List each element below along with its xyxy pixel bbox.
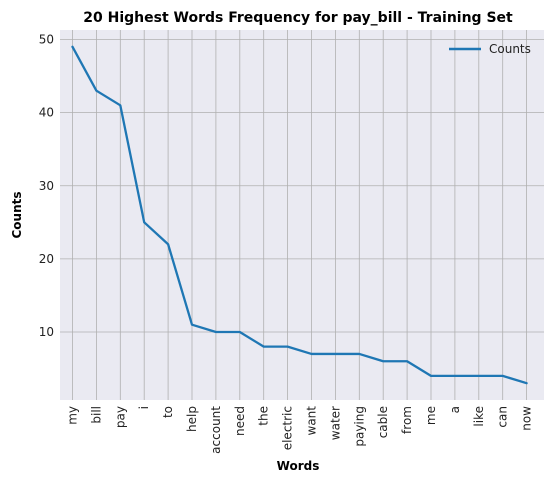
plot-area [60, 30, 544, 400]
x-tick-label: cable [376, 406, 390, 438]
y-tick-label: 20 [39, 252, 54, 266]
x-tick-label: now [520, 406, 534, 431]
x-tick-label: account [209, 406, 223, 454]
chart-title: 20 Highest Words Frequency for pay_bill … [83, 10, 513, 26]
x-tick-label: bill [89, 406, 103, 424]
x-tick-label: electric [281, 406, 295, 450]
y-tick-label: 40 [39, 106, 54, 120]
x-tick-label: water [328, 406, 342, 440]
y-tick-label: 10 [39, 325, 54, 339]
x-tick-label: a [448, 406, 462, 413]
x-tick-label: i [137, 406, 151, 409]
x-tick-label: want [305, 406, 319, 436]
x-axis-label: Words [277, 459, 320, 473]
legend: Counts [449, 42, 531, 56]
y-axis-ticks: 10 20 30 40 50 [39, 33, 54, 339]
grid-lines [60, 30, 544, 400]
x-tick-label: to [161, 406, 175, 418]
x-tick-label: the [257, 406, 271, 426]
y-tick-label: 30 [39, 179, 54, 193]
x-tick-label: help [185, 406, 199, 432]
x-tick-label: from [400, 406, 414, 434]
x-tick-label: need [233, 406, 247, 436]
y-tick-label: 50 [39, 33, 54, 47]
y-axis-label: Counts [10, 191, 24, 238]
x-tick-label: like [472, 406, 486, 427]
x-tick-label: can [496, 406, 510, 428]
x-axis-ticks: my bill pay i to help account need the electric wa… [66, 406, 534, 454]
x-tick-label: paying [352, 406, 366, 447]
legend-label-counts: Counts [489, 42, 531, 56]
series-layer [71, 45, 528, 385]
x-tick-label: me [424, 406, 438, 425]
series-line-counts [71, 45, 528, 385]
x-tick-label: my [66, 406, 80, 425]
x-tick-label: pay [113, 406, 127, 428]
